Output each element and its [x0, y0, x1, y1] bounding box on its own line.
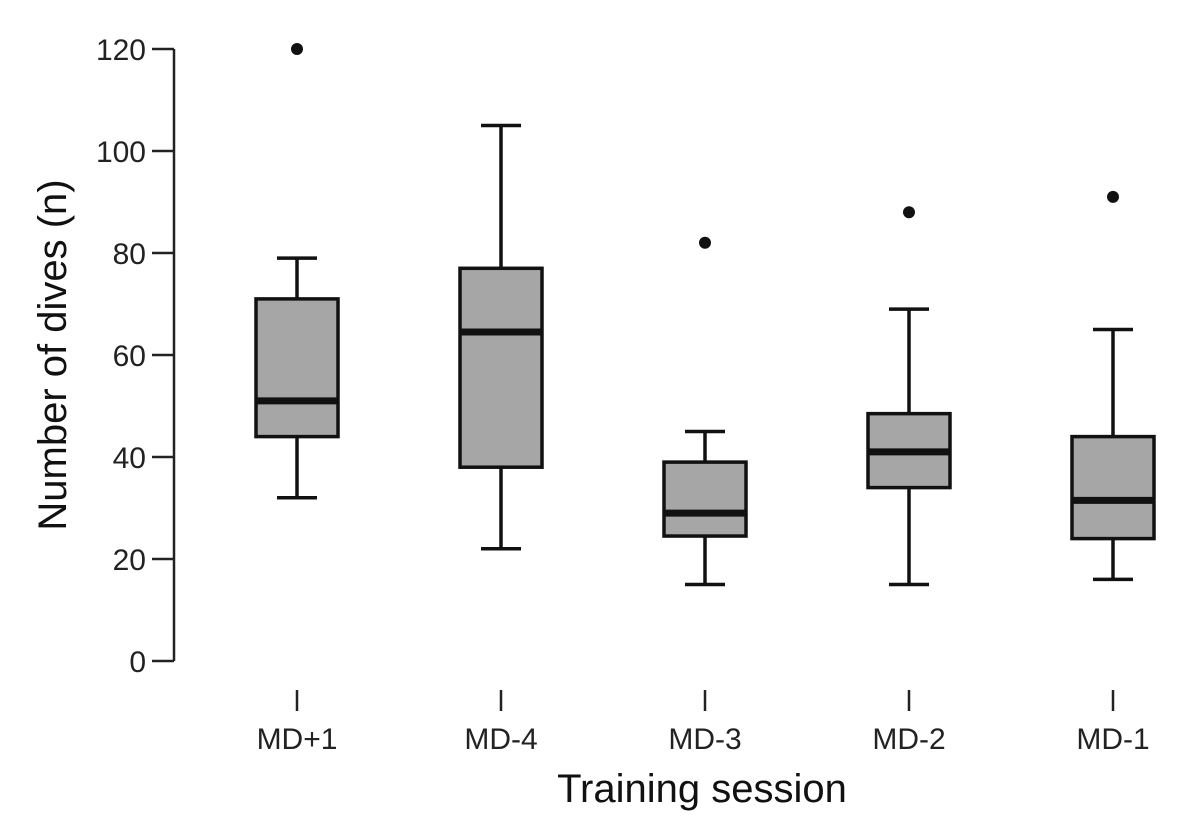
x-tick-label: MD-2	[872, 723, 945, 756]
iqr-box	[662, 460, 748, 538]
y-tick-label: 100	[96, 136, 146, 169]
outlier-point	[903, 206, 915, 219]
iqr-box	[458, 266, 544, 469]
box-group-MD-1	[1070, 190, 1156, 582]
y-tick-label: 60	[113, 340, 146, 373]
outlier-point	[291, 43, 303, 55]
x-axis-title: Training session	[557, 767, 847, 811]
box-group-MD-3	[662, 236, 748, 587]
y-axis: 0 20 40 60 80 100 120	[96, 34, 176, 679]
y-tick-label: 20	[113, 544, 146, 577]
y-tick-label: 120	[96, 34, 146, 67]
iqr-box	[1070, 434, 1156, 541]
outlier-point	[699, 236, 711, 249]
box-group-MD+1	[254, 43, 340, 500]
x-tick-label: MD-1	[1076, 723, 1149, 756]
outlier-point	[1107, 190, 1119, 203]
y-tick-label: 80	[113, 238, 146, 271]
x-tick-label: MD-4	[464, 723, 537, 756]
y-axis-title: Number of dives (n)	[31, 179, 75, 530]
x-tick-label: MD-3	[668, 723, 741, 756]
x-axis: MD+1 MD-4 MD-3 MD-2 MD-1	[257, 690, 1150, 756]
y-tick-label: 0	[129, 646, 146, 679]
box-plot-series	[254, 43, 1156, 587]
box-group-MD-4	[458, 123, 544, 551]
iqr-box	[254, 297, 340, 439]
x-tick-label: MD+1	[257, 723, 338, 756]
y-tick-label: 40	[113, 442, 146, 475]
box-group-MD-2	[866, 206, 952, 587]
